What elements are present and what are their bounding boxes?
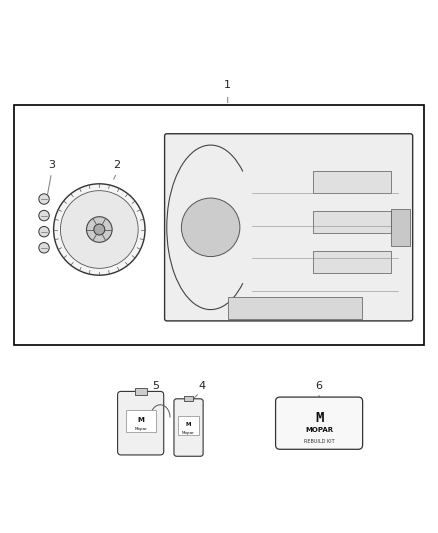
Text: 4: 4 bbox=[198, 381, 205, 391]
Bar bbox=[313, 171, 391, 192]
Text: M: M bbox=[137, 417, 144, 423]
Text: MOPAR: MOPAR bbox=[305, 427, 333, 433]
Text: 2: 2 bbox=[113, 160, 120, 170]
Circle shape bbox=[39, 211, 49, 221]
Text: 3: 3 bbox=[48, 160, 55, 170]
Bar bbox=[391, 209, 410, 246]
FancyBboxPatch shape bbox=[165, 134, 413, 321]
Bar bbox=[313, 211, 391, 233]
Text: 1: 1 bbox=[224, 80, 231, 90]
FancyBboxPatch shape bbox=[117, 391, 164, 455]
Bar bbox=[14, 106, 424, 345]
Bar bbox=[313, 251, 391, 273]
FancyBboxPatch shape bbox=[276, 397, 363, 449]
Circle shape bbox=[181, 198, 240, 256]
Circle shape bbox=[39, 243, 49, 253]
Circle shape bbox=[39, 227, 49, 237]
Circle shape bbox=[94, 224, 105, 235]
Text: 6: 6 bbox=[316, 381, 323, 391]
Circle shape bbox=[60, 191, 138, 268]
Circle shape bbox=[87, 217, 112, 243]
FancyBboxPatch shape bbox=[174, 399, 203, 456]
Text: M: M bbox=[186, 423, 191, 427]
Text: Mopar: Mopar bbox=[134, 427, 147, 431]
Bar bbox=[228, 297, 362, 319]
Bar bbox=[184, 396, 193, 401]
Circle shape bbox=[39, 194, 49, 204]
Text: Mopar: Mopar bbox=[182, 431, 195, 435]
Text: REBUILD KIT: REBUILD KIT bbox=[304, 439, 335, 444]
Text: M: M bbox=[315, 411, 323, 425]
Bar bbox=[126, 410, 155, 432]
Circle shape bbox=[53, 184, 145, 275]
Bar bbox=[135, 388, 147, 395]
Text: 5: 5 bbox=[152, 381, 159, 391]
Bar bbox=[178, 416, 198, 435]
